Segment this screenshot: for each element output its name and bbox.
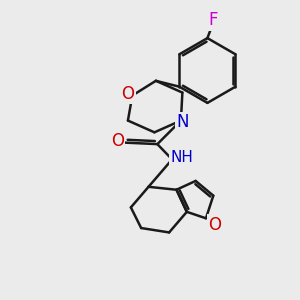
Text: N: N xyxy=(176,113,189,131)
Text: O: O xyxy=(208,216,221,234)
Text: O: O xyxy=(111,132,124,150)
Text: O: O xyxy=(122,85,134,103)
Text: NH: NH xyxy=(170,150,193,165)
Text: F: F xyxy=(208,11,218,29)
